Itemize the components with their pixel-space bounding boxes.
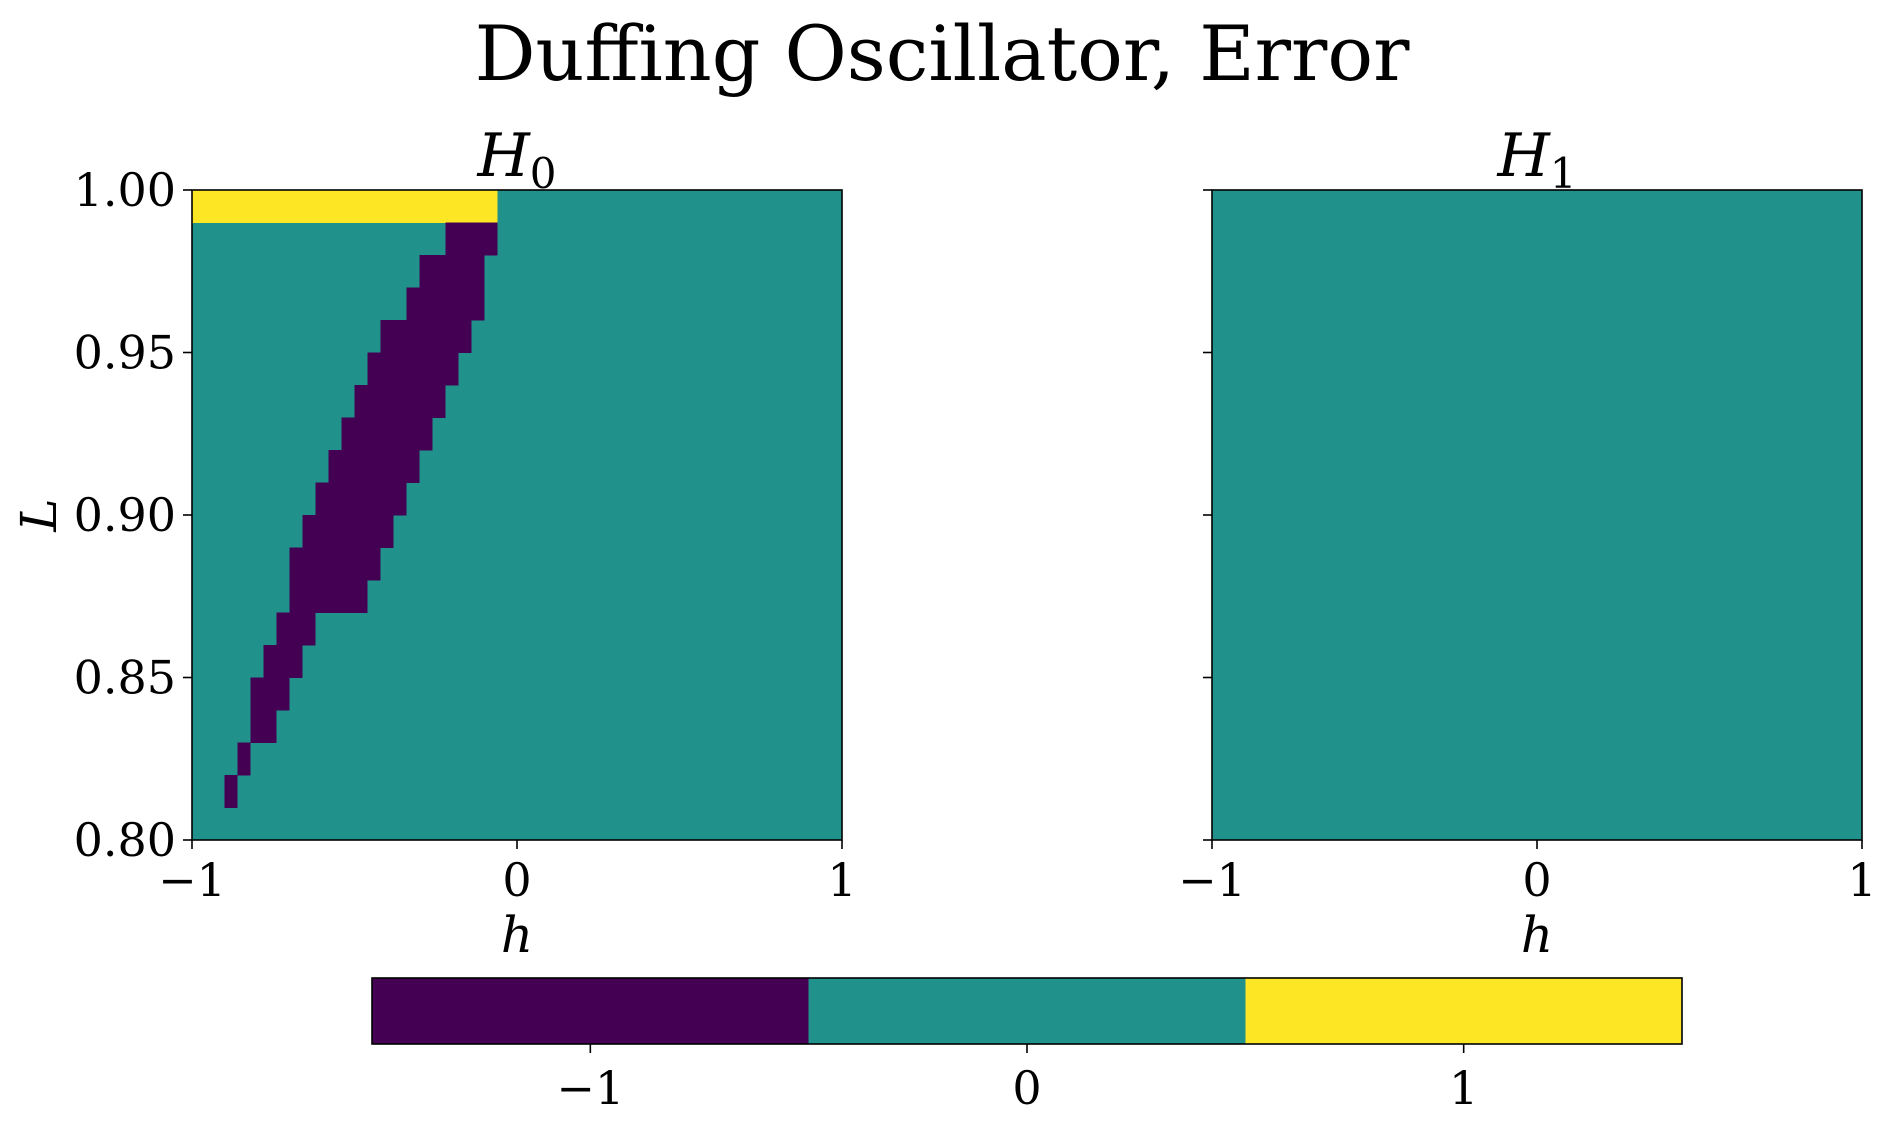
heatmap-background [1212,190,1862,840]
heatmap-cell [302,515,394,548]
colorbar-segment [1245,978,1683,1044]
x-tick-label: 1 [827,853,856,907]
heatmap-cell [419,255,485,288]
heatmap-cell [328,450,420,483]
x-tick-label: −1 [1178,853,1246,907]
y-tick-label: 0.80 [74,813,176,867]
panel-title-base: H [1496,121,1551,191]
x-tick-label: −1 [158,853,226,907]
heatmap-cell [237,742,251,776]
heatmap-cell [445,222,498,256]
y-tick-label: 1.00 [74,163,176,217]
heatmap-cell [289,547,381,581]
y-axis-label: L [10,498,68,532]
x-tick-label: 1 [1847,853,1876,907]
heatmap-cell [406,287,485,321]
x-axis-label: h [501,906,533,964]
colorbar-segment [808,978,1246,1044]
heatmap-cell [224,775,238,808]
panel-title-subscript: 0 [530,149,557,198]
panel-title-subscript: 1 [1550,149,1577,198]
colorbar-tick-label: 0 [1012,1061,1041,1115]
heatmap-cell [354,385,446,418]
panel-title-base: H [476,121,531,191]
heatmap-cell [315,482,407,516]
heatmap-cell [192,190,498,223]
colorbar-tick-label: −1 [556,1061,624,1115]
panel-title: H1 [1496,121,1576,198]
y-tick-label: 0.95 [74,326,176,380]
x-tick-label: 0 [1522,853,1551,907]
heatmap-cell [250,710,277,743]
y-tick-label: 0.85 [74,651,176,705]
heatmap-cell [380,320,472,353]
heatmap-cell [341,417,433,451]
heatmap-cell [263,645,303,678]
x-axis-label: h [1521,906,1553,964]
heatmap-cell [276,612,316,646]
heatmap-cell [289,580,368,613]
colorbar: −1 0 1 [371,977,1683,1115]
figure-title: Duffing Oscillator, Error [474,9,1410,98]
panel-title: H0 [476,121,556,198]
colorbar-tick-label: 1 [1449,1061,1478,1115]
heatmap-cell [367,352,459,386]
heatmap-background [192,190,842,840]
colorbar-segment [372,978,810,1044]
x-tick-label: 0 [502,853,531,907]
y-tick-label: 0.90 [74,488,176,542]
heatmap-cell [250,677,290,711]
